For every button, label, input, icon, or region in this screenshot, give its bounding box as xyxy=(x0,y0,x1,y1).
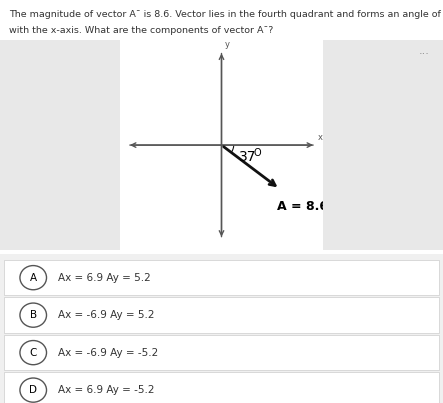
Text: with the x-axis. What are the components of vector A¯?: with the x-axis. What are the components… xyxy=(9,26,273,35)
Text: Ax = 6.9 Ay = 5.2: Ax = 6.9 Ay = 5.2 xyxy=(58,273,150,283)
Text: O: O xyxy=(253,147,261,158)
Text: The magnitude of vector A¯ is 8.6. Vector lies in the fourth quadrant and forms : The magnitude of vector A¯ is 8.6. Vecto… xyxy=(9,10,443,19)
Text: A: A xyxy=(30,273,37,283)
Text: B: B xyxy=(30,310,37,320)
Text: x: x xyxy=(318,133,323,142)
Text: 37: 37 xyxy=(238,150,256,164)
Text: C: C xyxy=(30,348,37,357)
Text: A = 8.6: A = 8.6 xyxy=(277,200,328,213)
Text: y: y xyxy=(225,40,229,49)
Text: Ax = -6.9 Ay = -5.2: Ax = -6.9 Ay = -5.2 xyxy=(58,348,158,357)
Text: Ax = 6.9 Ay = -5.2: Ax = 6.9 Ay = -5.2 xyxy=(58,385,154,395)
Text: D: D xyxy=(29,385,37,395)
Text: Ax = -6.9 Ay = 5.2: Ax = -6.9 Ay = 5.2 xyxy=(58,310,154,320)
Text: ...: ... xyxy=(419,46,430,56)
